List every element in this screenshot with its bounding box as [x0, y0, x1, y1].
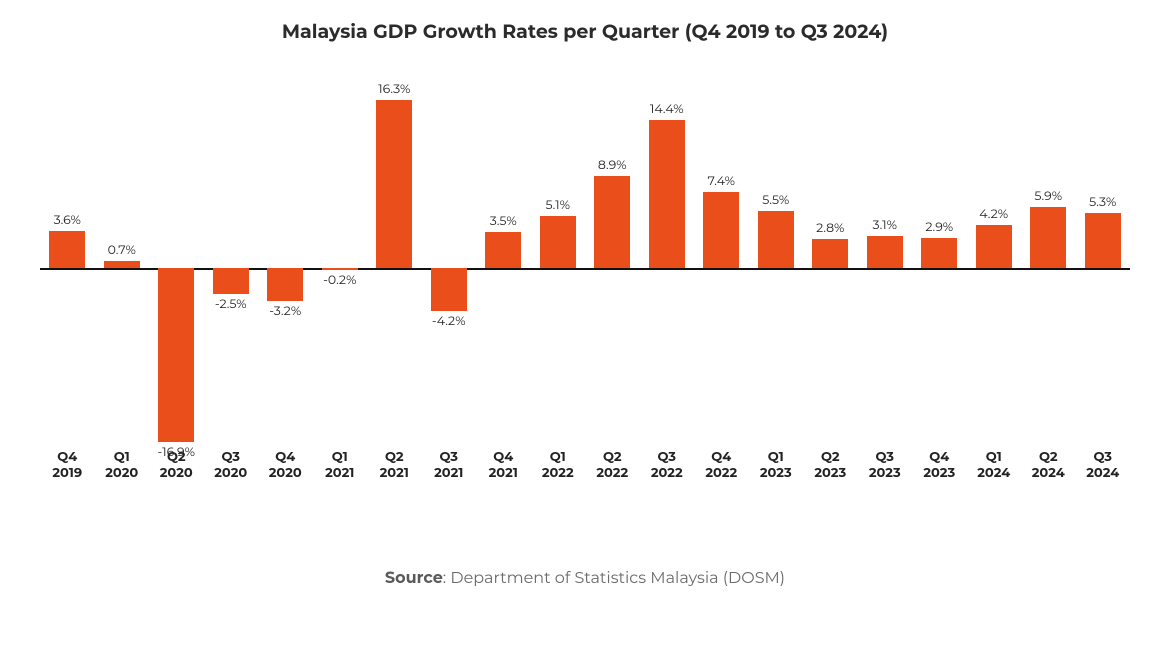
bar — [703, 192, 739, 268]
bar — [322, 268, 358, 270]
bar — [540, 216, 576, 269]
bar-value-label: 3.5% — [473, 214, 533, 229]
bar — [649, 120, 685, 268]
bar-value-label: 14.4% — [637, 102, 697, 117]
x-axis-label: Q12024 — [967, 449, 1021, 482]
bar-value-label: 16.3% — [364, 82, 424, 97]
bar-value-label: 4.2% — [964, 207, 1024, 222]
x-axis-labels: Q42019Q12020Q22020Q32020Q42020Q12021Q220… — [40, 449, 1130, 499]
bar-value-label: -0.2% — [310, 273, 370, 288]
bar-value-label: 5.5% — [746, 193, 806, 208]
x-axis-label: Q12020 — [95, 449, 149, 482]
bar-value-label: 3.6% — [37, 213, 97, 228]
x-axis-label: Q42019 — [40, 449, 94, 482]
bar-value-label: -3.2% — [255, 304, 315, 319]
x-axis-label: Q32022 — [640, 449, 694, 482]
x-axis-label: Q42022 — [694, 449, 748, 482]
baseline-axis — [40, 268, 1130, 270]
plot-area: 3.6%0.7%-16.9%-2.5%-3.2%-0.2%16.3%-4.2%3… — [40, 93, 1130, 443]
source-caption: Source: Department of Statistics Malaysi… — [40, 569, 1130, 588]
x-axis-label: Q22023 — [803, 449, 857, 482]
bar — [812, 239, 848, 268]
bar — [921, 238, 957, 268]
source-text: : Department of Statistics Malaysia (DOS… — [443, 569, 785, 588]
bar — [431, 268, 467, 311]
x-axis-label: Q12022 — [531, 449, 585, 482]
bar — [594, 176, 630, 268]
x-axis-label: Q22024 — [1021, 449, 1075, 482]
bar-value-label: 8.9% — [582, 158, 642, 173]
bar-value-label: 2.9% — [909, 220, 969, 235]
x-axis-label: Q42021 — [476, 449, 530, 482]
x-axis-label: Q22020 — [149, 449, 203, 482]
bar-value-label: 7.4% — [691, 174, 751, 189]
bar — [104, 261, 140, 268]
x-axis-label: Q12023 — [749, 449, 803, 482]
bar — [867, 236, 903, 268]
bar — [376, 100, 412, 268]
bar-value-label: 3.1% — [855, 218, 915, 233]
x-axis-label: Q22021 — [367, 449, 421, 482]
bar-value-label: 0.7% — [92, 243, 152, 258]
bar-value-label: -4.2% — [419, 314, 479, 329]
bar — [1085, 213, 1121, 268]
bar — [49, 231, 85, 268]
bar — [267, 268, 303, 301]
source-label: Source — [385, 569, 443, 588]
bar-value-label: 5.1% — [528, 198, 588, 213]
x-axis-label: Q42023 — [912, 449, 966, 482]
bar — [485, 232, 521, 268]
bar — [1030, 207, 1066, 268]
bar — [213, 268, 249, 294]
x-axis-label: Q22022 — [585, 449, 639, 482]
x-axis-label: Q12021 — [313, 449, 367, 482]
bar-value-label: 2.8% — [800, 221, 860, 236]
x-axis-label: Q32021 — [422, 449, 476, 482]
x-axis-label: Q32020 — [204, 449, 258, 482]
chart-title: Malaysia GDP Growth Rates per Quarter (Q… — [40, 20, 1130, 43]
bar — [976, 225, 1012, 268]
bar-value-label: 5.3% — [1073, 195, 1133, 210]
x-axis-label: Q32024 — [1076, 449, 1130, 482]
bar — [158, 268, 194, 442]
gdp-chart: Malaysia GDP Growth Rates per Quarter (Q… — [40, 20, 1130, 588]
x-axis-label: Q32023 — [858, 449, 912, 482]
bar — [758, 211, 794, 268]
x-axis-label: Q42020 — [258, 449, 312, 482]
bar-value-label: 5.9% — [1018, 189, 1078, 204]
bar-value-label: -2.5% — [201, 297, 261, 312]
